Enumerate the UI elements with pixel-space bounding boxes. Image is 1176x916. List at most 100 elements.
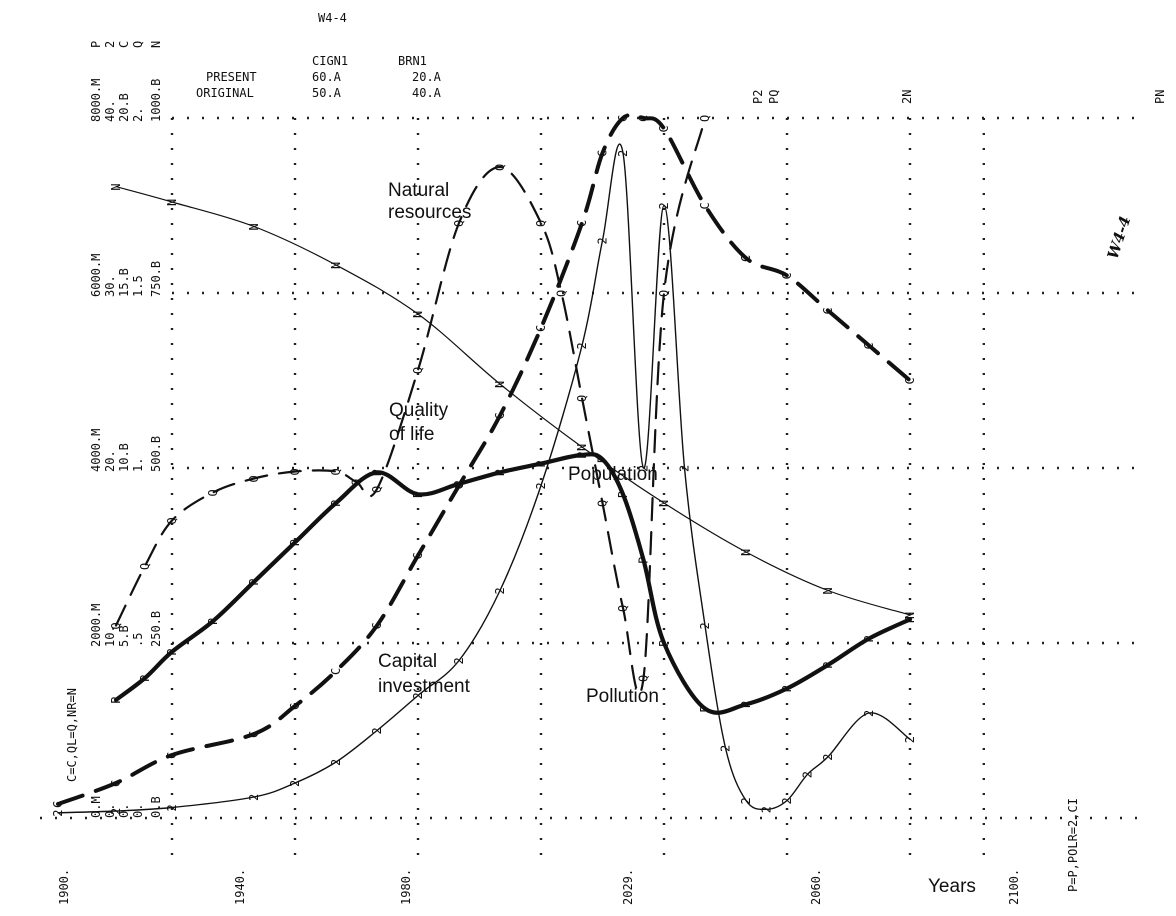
legend-row-1-v2: 20.A xyxy=(412,70,442,84)
scale-tick-2-4: 40. xyxy=(103,100,117,122)
legend-row-2-name: ORIGINAL xyxy=(196,86,254,100)
series-point-POLR-4: 2 xyxy=(288,780,302,787)
series-point-CI-6: C xyxy=(370,622,384,629)
series-point-POLR-23: 2 xyxy=(821,754,835,761)
legend-row-1-name: PRESENT xyxy=(206,70,257,84)
series-point-NR-6: N xyxy=(575,444,589,451)
series-point-NR-2: N xyxy=(247,223,261,230)
legend-col-1: CIGN1 xyxy=(312,54,348,68)
series-point-CI-10: C xyxy=(534,325,548,332)
series-point-POLR-13: 2 xyxy=(616,150,630,157)
series-line-QL xyxy=(114,116,707,695)
series-point-CI-14: C xyxy=(637,115,651,122)
scale-tick-N-0: 0.B xyxy=(149,796,163,818)
series-point-CI-18: C xyxy=(780,272,794,279)
series-point-P-22: P xyxy=(903,616,917,623)
scale-tick-C-4: 20.B xyxy=(117,93,131,122)
scale-header-0: P xyxy=(89,41,103,48)
grid xyxy=(40,116,1142,858)
series-line-POLR xyxy=(57,143,911,814)
series-point-P-3: P xyxy=(206,618,220,625)
series-point-NR-5: N xyxy=(493,381,507,388)
series-point-CI-1: C xyxy=(109,780,123,787)
series-point-P-21: P xyxy=(862,635,876,642)
series-point-POLR-17: 2 xyxy=(698,622,712,629)
label-investment: investment xyxy=(378,676,471,697)
scale-header-3: Q xyxy=(131,41,145,48)
series-point-NR-7: N xyxy=(657,500,671,507)
series-point-CI-15: C xyxy=(657,125,671,132)
series-point-QL-4: Q xyxy=(247,475,261,482)
label-resources: resources xyxy=(388,202,471,223)
series-point-POLR-3: 2 xyxy=(247,794,261,801)
series-point-QL-12: Q xyxy=(534,220,548,227)
series-point-POLR-19: 2 xyxy=(739,797,753,804)
series-point-P-15: P xyxy=(637,557,651,564)
scale-header-2: C xyxy=(117,41,131,48)
series-point-CI-0: C xyxy=(51,801,65,808)
series-point-POLR-12: 2 xyxy=(596,237,610,244)
scale-tick-N-1: 250.B xyxy=(149,611,163,647)
marker-p2: P2 xyxy=(751,90,765,104)
scale-tick-Q-3: 1.5 xyxy=(131,275,145,297)
series-point-POLR-11: 2 xyxy=(575,342,589,349)
series-point-NR-3: N xyxy=(329,262,343,269)
series-point-QL-10: Q xyxy=(452,220,466,227)
series-point-QL-14: Q xyxy=(575,395,589,402)
series-point-P-7: P xyxy=(370,469,384,476)
series-point-POLR-0: 2 xyxy=(51,810,65,817)
series-point-CI-21: C xyxy=(903,377,917,384)
series-point-CI-8: C xyxy=(452,482,466,489)
series-point-CI-17: C xyxy=(739,255,753,262)
scale-tick-2-0: 0. xyxy=(103,804,117,818)
scale-tick-P-3: 6000.M xyxy=(89,254,103,297)
series-point-POLR-7: 2 xyxy=(411,692,425,699)
series-point-NR-9: N xyxy=(821,587,835,594)
legend-table: CIGN1 BRN1 PRESENT 60.A 20.A ORIGINAL 50… xyxy=(196,54,442,100)
scale-ticks: 0.M2000.M4000.M6000.M8000.M0.10.20.30.40… xyxy=(89,79,163,818)
legend-row-1-v1: 60.A xyxy=(312,70,342,84)
series-point-P-10: P xyxy=(493,469,507,476)
series-point-P-2: P xyxy=(165,649,179,656)
series-point-POLR-25: 2 xyxy=(903,736,917,743)
series-point-P-0: P xyxy=(109,697,123,704)
series-point-CI-7: C xyxy=(411,552,425,559)
series-point-QL-11: Q xyxy=(493,164,507,171)
series-point-POLR-16: 2 xyxy=(678,465,692,472)
label-pollution: Pollution xyxy=(586,686,659,707)
x-tick-5: 2100. xyxy=(1007,869,1021,905)
x-tick-1: 1940. xyxy=(233,869,247,905)
series-point-CI-5: C xyxy=(329,668,343,675)
series-point-QL-15: Q xyxy=(596,500,610,507)
marker-pq: PQ xyxy=(767,90,781,104)
series-point-P-18: P xyxy=(739,701,753,708)
series-point-CI-16: C xyxy=(698,202,712,209)
series-point-QL-7: Q xyxy=(350,479,364,486)
series-point-QL-13: Q xyxy=(555,290,569,297)
series-point-POLR-1: 2 xyxy=(109,808,123,815)
series-point-CI-9: C xyxy=(493,412,507,419)
series-point-NR-4: N xyxy=(411,311,425,318)
scale-tick-2-1: 10. xyxy=(103,625,117,647)
label-capital: Capital xyxy=(378,651,437,672)
series-point-QL-19: Q xyxy=(698,115,712,122)
scale-tick-Q-0: 0. xyxy=(131,804,145,818)
series-point-P-14: P xyxy=(616,491,630,498)
scale-tick-N-4: 1000.B xyxy=(149,79,163,122)
series-point-P-4: P xyxy=(247,579,261,586)
series-point-CI-19: C xyxy=(821,307,835,314)
series-point-P-6: P xyxy=(329,500,343,507)
label-of-life: of life xyxy=(389,424,434,445)
series-point-POLR-8: 2 xyxy=(452,657,466,664)
series-point-QL-6: Q xyxy=(329,468,343,475)
legend-col-2: BRN1 xyxy=(398,54,427,68)
series-point-CI-3: C xyxy=(247,731,261,738)
scale-tick-N-2: 500.B xyxy=(149,436,163,472)
x-tick-2: 1980. xyxy=(399,869,413,905)
scale-tick-Q-1: .5 xyxy=(131,633,145,647)
series-point-POLR-9: 2 xyxy=(493,587,507,594)
variable-key-top: C=C,QL=Q,NR=N xyxy=(65,688,79,782)
scale-tick-2-3: 30. xyxy=(103,275,117,297)
handwritten-tag: W4-4 xyxy=(1104,214,1135,261)
